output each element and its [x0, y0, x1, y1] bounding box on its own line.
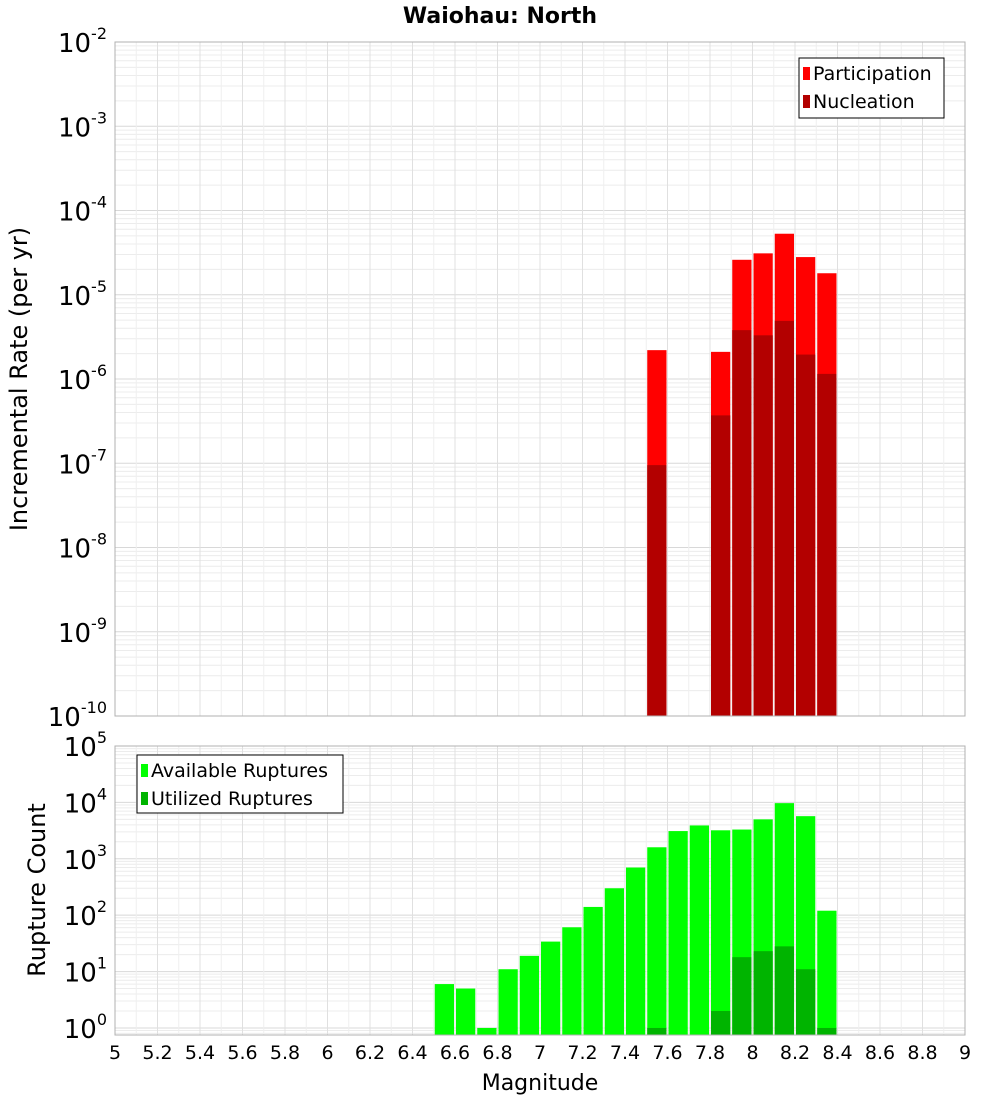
y-tick-label: 10-3 [58, 108, 107, 143]
plot-frame [114, 745, 966, 1036]
y-tick-label: 10-2 [58, 24, 107, 59]
legend-box [136, 754, 344, 814]
bar-available-ruptures [583, 906, 603, 1035]
y-axis-label: Incremental Rate (per yr) [5, 227, 33, 531]
bar-available-ruptures [604, 888, 624, 1035]
y-tick-label: 101 [64, 954, 107, 989]
legend: Available Ruptures Utilized Ruptures [136, 754, 344, 814]
x-tick-label: 8.4 [822, 1042, 852, 1064]
x-tick-label: 5.8 [270, 1042, 300, 1064]
bar-nucleation [796, 354, 816, 716]
legend-swatch [141, 792, 148, 805]
bar-nucleation [753, 335, 773, 716]
y-tick-label: 103 [64, 841, 107, 876]
y-axis-label: Rupture Count [23, 803, 51, 977]
bar-utilized-ruptures [774, 946, 794, 1035]
legend-label: Participation [813, 63, 932, 85]
y-tick-label: 105 [64, 728, 107, 763]
bar-available-ruptures [434, 984, 454, 1035]
bar-utilized-ruptures [647, 1027, 667, 1035]
x-tick-label: 8 [746, 1042, 758, 1064]
x-tick-label: 5 [109, 1042, 121, 1064]
plot-frame [114, 41, 966, 717]
bar-nucleation [774, 320, 794, 716]
bar-available-ruptures [817, 910, 837, 1035]
bar-available-ruptures [541, 941, 561, 1035]
x-tick-label: 7.8 [695, 1042, 725, 1064]
legend-swatch [141, 764, 148, 777]
x-tick-label: 5.4 [185, 1042, 215, 1064]
y-tick-label: 10-8 [58, 530, 107, 565]
legend-swatch [803, 95, 810, 108]
bar-available-ruptures [498, 969, 518, 1035]
legend-label: Available Ruptures [151, 760, 328, 782]
bar-nucleation [647, 465, 667, 716]
chart-title: Waiohau: North [403, 4, 597, 29]
legend-label: Utilized Ruptures [151, 788, 313, 810]
bar-available-ruptures [689, 825, 709, 1035]
x-tick-label: 6.2 [355, 1042, 385, 1064]
y-tick-label: 10-9 [58, 614, 107, 649]
y-tick-label: 10-10 [48, 698, 107, 733]
y-tick-label: 10-4 [58, 193, 107, 228]
legend: Participation Nucleation [798, 57, 945, 119]
x-tick-label: 6.8 [482, 1042, 512, 1064]
bar-available-ruptures [647, 847, 667, 1035]
y-tick-label: 10-7 [58, 445, 107, 480]
x-tick-label: 7 [534, 1042, 546, 1064]
bar-nucleation [711, 415, 731, 716]
legend-swatch [803, 67, 810, 80]
y-tick-label: 10-6 [58, 361, 107, 396]
x-tick-label: 7.2 [567, 1042, 597, 1064]
bar-utilized-ruptures [732, 957, 752, 1035]
bar-available-ruptures [711, 830, 731, 1035]
y-tick-label: 104 [64, 784, 107, 819]
x-tick-label: 8.8 [907, 1042, 937, 1064]
bar-available-ruptures [626, 867, 646, 1035]
x-tick-label: 6.4 [397, 1042, 427, 1064]
bar-available-ruptures [519, 955, 539, 1035]
panel-2: 100 101 102 103 104 105 Rupture Count 5 5.2 5.4 5.… [23, 728, 971, 1064]
bar-available-ruptures [562, 927, 582, 1035]
x-tick-label: 5.6 [227, 1042, 257, 1064]
x-tick-label: 8.2 [780, 1042, 810, 1064]
bar-utilized-ruptures [711, 1010, 731, 1035]
bar-nucleation [732, 330, 752, 716]
bar-available-ruptures [668, 831, 688, 1035]
legend-box [798, 57, 945, 119]
y-tick-label: 10-5 [58, 277, 107, 312]
x-tick-label: 7.4 [610, 1042, 640, 1064]
y-tick-label: 102 [64, 897, 107, 932]
x-axis-label: Magnitude [482, 1071, 599, 1096]
bar-utilized-ruptures [753, 951, 773, 1035]
bar-available-ruptures [456, 988, 476, 1035]
bar-utilized-ruptures [796, 969, 816, 1035]
x-tick-label: 6.6 [440, 1042, 470, 1064]
bar-available-ruptures [477, 1027, 497, 1035]
bar-utilized-ruptures [817, 1027, 837, 1035]
x-tick-label: 8.6 [865, 1042, 895, 1064]
panel-1: 10-10 10-9 10-8 10-7 10-6 10-5 10-4 10-3 10-2 Inc… [5, 24, 966, 733]
x-tick-label: 7.6 [652, 1042, 682, 1064]
bar-nucleation [817, 373, 837, 716]
x-tick-label: 6 [321, 1042, 333, 1064]
x-tick-label: 5.2 [142, 1042, 172, 1064]
y-tick-label: 100 [64, 1010, 107, 1045]
x-tick-label: 9 [959, 1042, 971, 1064]
legend-label: Nucleation [813, 91, 915, 113]
